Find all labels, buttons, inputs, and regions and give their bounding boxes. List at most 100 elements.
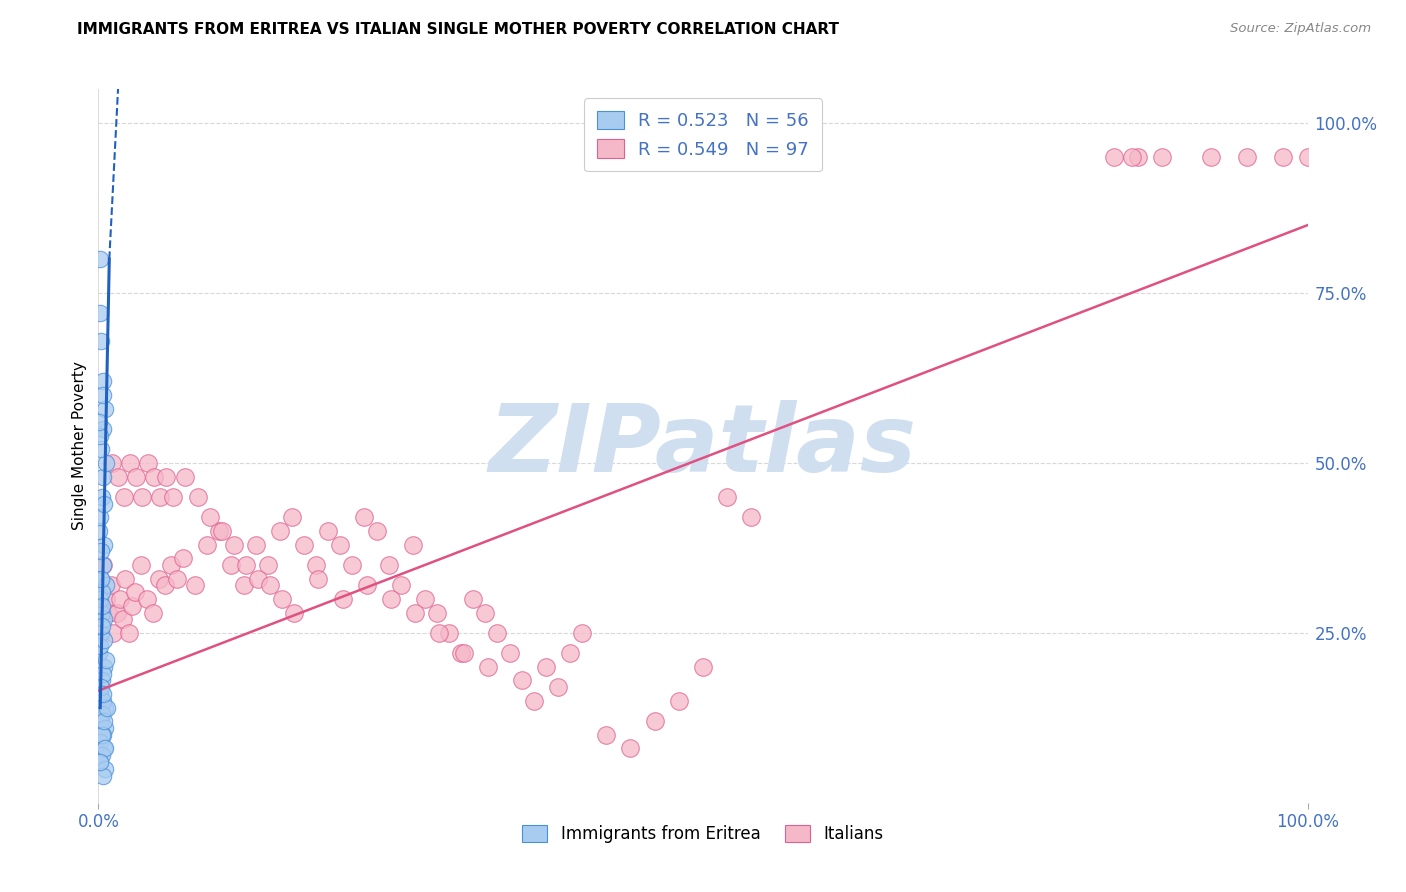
- Point: [90, 748, 112, 763]
- Point: [90, 334, 112, 348]
- Point: [342, 558, 364, 572]
- Point: [90, 544, 112, 558]
- Point: [172, 551, 194, 566]
- Point: [96, 653, 118, 667]
- Point: [90, 728, 112, 742]
- Point: [211, 524, 233, 538]
- Point: [89, 306, 111, 320]
- Point: [89, 524, 111, 538]
- Point: [1236, 150, 1258, 164]
- Point: [94, 721, 117, 735]
- Point: [105, 606, 128, 620]
- Point: [93, 741, 115, 756]
- Point: [247, 572, 270, 586]
- Point: [121, 599, 143, 613]
- Point: [90, 442, 112, 457]
- Point: [235, 558, 257, 572]
- Point: [111, 612, 134, 626]
- Text: IMMIGRANTS FROM ERITREA VS ITALIAN SINGLE MOTHER POVERTY CORRELATION CHART: IMMIGRANTS FROM ERITREA VS ITALIAN SINGL…: [77, 22, 839, 37]
- Point: [97, 606, 120, 620]
- Point: [93, 714, 115, 729]
- Point: [89, 755, 111, 769]
- Point: [91, 422, 114, 436]
- Point: [107, 469, 129, 483]
- Point: [118, 456, 141, 470]
- Point: [93, 700, 115, 714]
- Point: [93, 632, 115, 647]
- Point: [232, 578, 254, 592]
- Point: [437, 626, 460, 640]
- Point: [292, 537, 315, 551]
- Point: [94, 762, 117, 776]
- Point: [281, 510, 304, 524]
- Point: [108, 591, 131, 606]
- Point: [100, 578, 122, 592]
- Point: [125, 469, 148, 483]
- Point: [93, 666, 115, 681]
- Point: [269, 524, 291, 538]
- Point: [571, 626, 593, 640]
- Point: [160, 558, 183, 572]
- Point: [93, 612, 115, 626]
- Point: [89, 510, 111, 524]
- Point: [89, 591, 111, 606]
- Point: [222, 537, 245, 551]
- Point: [91, 687, 114, 701]
- Point: [221, 558, 243, 572]
- Point: [668, 694, 690, 708]
- Point: [208, 524, 231, 538]
- Point: [1199, 150, 1222, 164]
- Point: [89, 640, 111, 654]
- Point: [184, 578, 207, 592]
- Point: [90, 714, 112, 729]
- Point: [101, 626, 124, 640]
- Point: [1152, 150, 1174, 164]
- Point: [477, 660, 499, 674]
- Y-axis label: Single Mother Poverty: Single Mother Poverty: [72, 361, 87, 531]
- Point: [1128, 150, 1150, 164]
- Point: [380, 591, 402, 606]
- Point: [692, 660, 714, 674]
- Point: [389, 578, 412, 592]
- Point: [474, 606, 496, 620]
- Text: ZIPatlas: ZIPatlas: [489, 400, 917, 492]
- Point: [94, 456, 117, 470]
- Point: [149, 490, 172, 504]
- Point: [91, 469, 114, 483]
- Point: [143, 469, 166, 483]
- Point: [187, 490, 209, 504]
- Point: [534, 660, 557, 674]
- Point: [135, 591, 157, 606]
- Point: [413, 591, 436, 606]
- Point: [91, 558, 114, 572]
- Point: [131, 490, 153, 504]
- Point: [166, 572, 188, 586]
- Point: [271, 591, 294, 606]
- Point: [353, 510, 375, 524]
- Point: [91, 728, 114, 742]
- Point: [162, 490, 184, 504]
- Point: [91, 769, 114, 783]
- Point: [93, 741, 115, 756]
- Point: [1296, 150, 1319, 164]
- Point: [91, 375, 114, 389]
- Point: [256, 558, 278, 572]
- Point: [93, 537, 115, 551]
- Point: [89, 687, 111, 701]
- Point: [91, 558, 114, 572]
- Point: [429, 626, 451, 640]
- Point: [305, 558, 328, 572]
- Point: [558, 646, 581, 660]
- Point: [90, 599, 112, 613]
- Point: [90, 680, 112, 694]
- Point: [404, 606, 426, 620]
- Point: [283, 606, 305, 620]
- Point: [94, 578, 117, 592]
- Point: [619, 741, 641, 756]
- Point: [91, 585, 114, 599]
- Point: [498, 646, 520, 660]
- Point: [89, 429, 111, 443]
- Point: [463, 591, 485, 606]
- Point: [366, 524, 388, 538]
- Point: [90, 626, 112, 640]
